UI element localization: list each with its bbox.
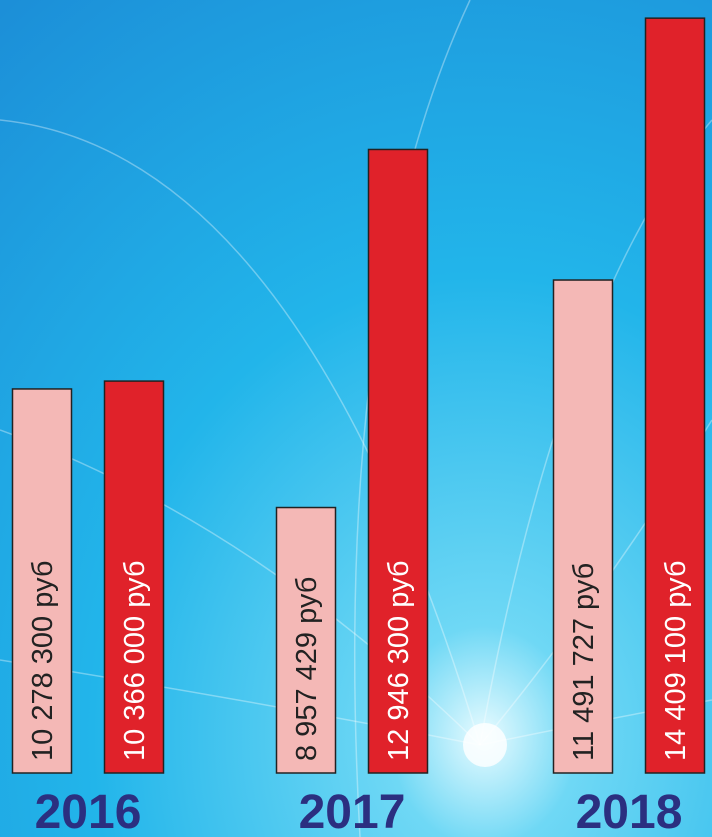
light-flare [463,723,507,767]
bar [275,506,337,774]
bar [644,17,706,774]
x-tick-label: 2017 [299,786,406,837]
value-label: 14 409 100 руб [660,561,692,761]
value-label: 10 366 000 руб [119,561,151,761]
bar [11,388,73,774]
value-label: 10 278 300 руб [27,561,59,761]
value-label: 11 491 727 руб [568,563,600,761]
bar [552,279,614,774]
x-tick-label: 2016 [35,786,142,837]
value-label: 8 957 429 руб [291,577,323,761]
bar [367,148,429,774]
value-label: 12 946 300 руб [383,561,415,761]
x-tick-label: 2018 [576,786,683,837]
bar [103,380,165,774]
